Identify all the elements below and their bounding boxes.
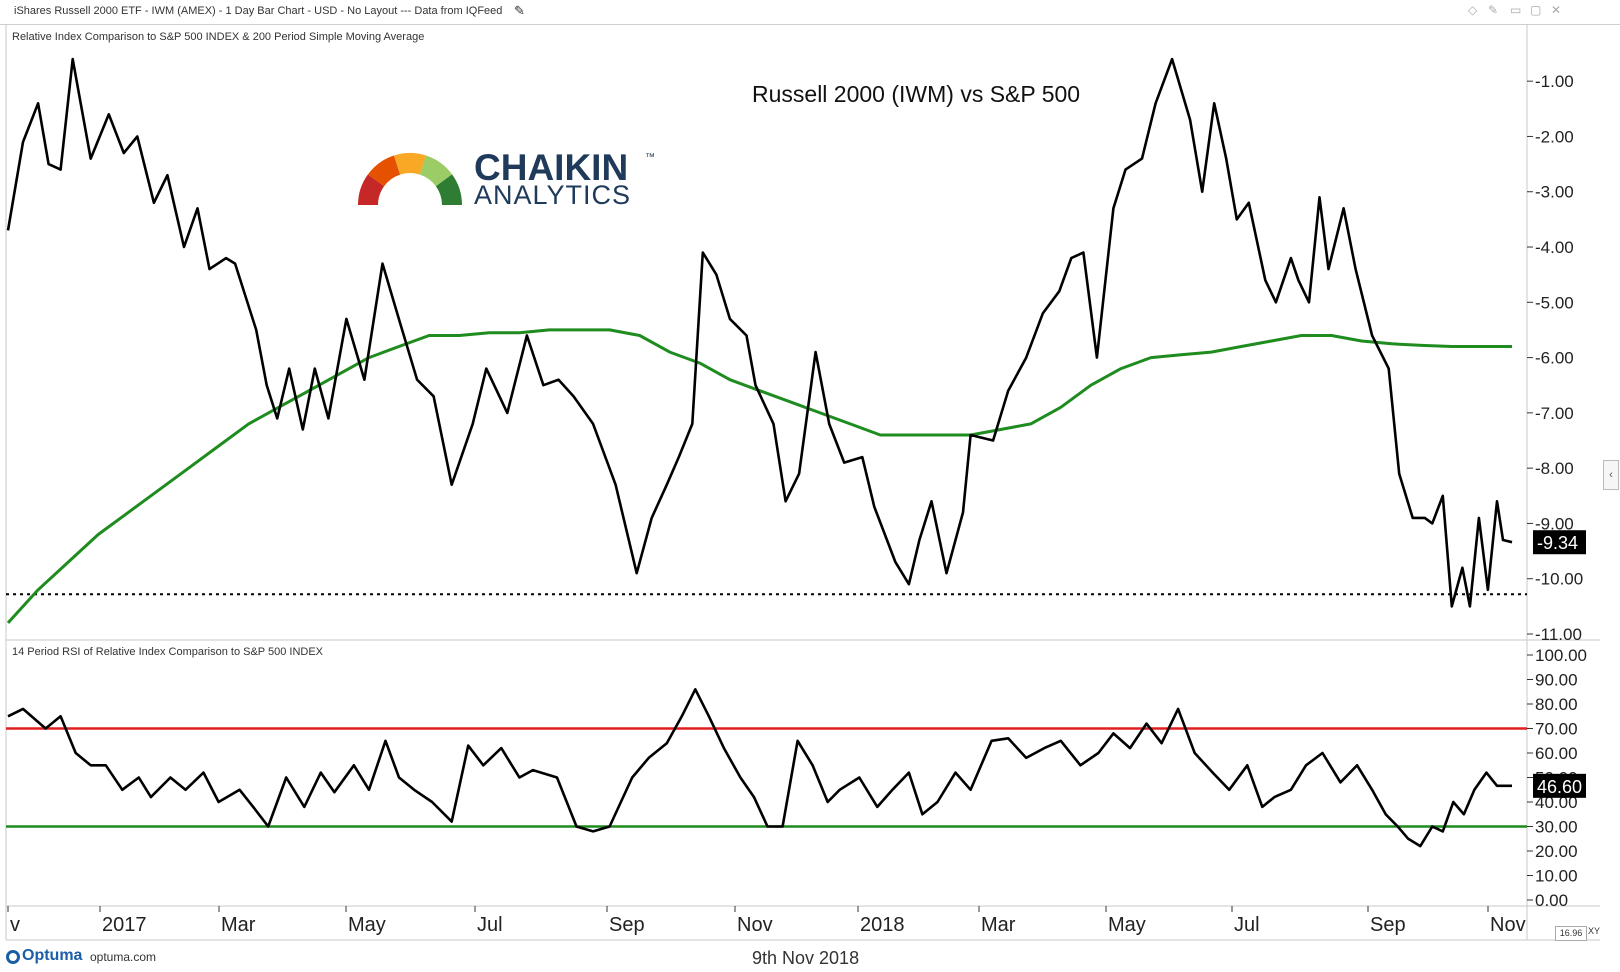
y-tick-label: -5.00	[1535, 293, 1574, 312]
maximize-icon[interactable]: ▢	[1530, 3, 1542, 17]
x-tick-label: Nov	[737, 914, 773, 936]
y-tick-label: 60.00	[1535, 744, 1578, 763]
close-icon[interactable]: ✕	[1551, 3, 1562, 17]
y-tick-label: -8.00	[1535, 459, 1574, 478]
optuma-brand: Optuma	[22, 947, 83, 964]
y-tick-label: -11.00	[1535, 625, 1582, 644]
chevron-left-icon[interactable]: ‹	[1603, 460, 1619, 490]
diamond-icon[interactable]: ◇	[1468, 3, 1478, 17]
last-value-box	[1533, 530, 1586, 555]
last-value-label: -9.34	[1537, 533, 1578, 553]
logo-arc-segment	[393, 153, 427, 175]
x-tick-label: Mar	[981, 914, 1016, 936]
y-tick-label: 20.00	[1535, 842, 1578, 861]
zoom-level[interactable]: 16.96	[1555, 926, 1587, 941]
logo-text-analytics: ANALYTICS	[474, 180, 631, 210]
series-line	[7, 687, 1512, 848]
logo-trademark: ™	[645, 152, 655, 163]
last-value-label: 46.60	[1537, 777, 1582, 797]
series-line	[6, 57, 1513, 608]
logo-arc-segment	[435, 174, 462, 205]
y-tick-label: 100.00	[1535, 646, 1587, 665]
optuma-ring-icon	[6, 950, 20, 964]
y-tick-label: -6.00	[1535, 349, 1574, 368]
y-tick-label: -9.00	[1535, 514, 1574, 533]
sma-line	[6, 328, 1512, 624]
window-title: iShares Russell 2000 ETF - IWM (AMEX) - …	[14, 5, 503, 17]
y-tick-label: 80.00	[1535, 695, 1578, 714]
y-tick-label: 0.00	[1535, 891, 1568, 910]
optuma-site-link[interactable]: optuma.com	[90, 950, 157, 964]
y-tick-label: 90.00	[1535, 671, 1578, 690]
y-tick-label: 10.00	[1535, 867, 1578, 886]
xy-toggle[interactable]: XY	[1588, 926, 1601, 936]
y-tick-label: -3.00	[1535, 183, 1574, 202]
lower-plot-area	[6, 687, 1527, 848]
upper-plot-area	[6, 57, 1527, 624]
x-axis: v 2017 Mar May Jul Sep Nov 2018 Mar May Jul Sep Nov	[7, 906, 1526, 936]
pencil-icon[interactable]: ✎	[514, 3, 525, 18]
y-tick-label: -4.00	[1535, 238, 1574, 257]
logo-arc-segment	[419, 155, 453, 187]
upper-y-axis: -1.00 -2.00 -3.00 -4.00 -5.00 -6.00 -7.00 -8.00…	[1527, 72, 1586, 644]
x-tick-label: Sep	[1370, 914, 1406, 936]
x-tick-label: Mar	[221, 914, 256, 936]
logo-arc-segment	[358, 174, 385, 205]
y-tick-label: 30.00	[1535, 818, 1578, 837]
minimize-icon[interactable]: ▭	[1510, 3, 1522, 17]
y-tick-label: 70.00	[1535, 720, 1578, 739]
x-tick-label: Jul	[477, 914, 503, 936]
x-tick-label: May	[348, 914, 386, 936]
last-value-box	[1533, 773, 1586, 798]
y-tick-label: -10.00	[1535, 570, 1583, 589]
x-tick-label: Jul	[1234, 914, 1260, 936]
chart-date: 9th Nov 2018	[752, 948, 860, 968]
x-tick-label: Nov	[1490, 914, 1526, 936]
x-tick-label: May	[1108, 914, 1146, 936]
lower-y-axis: 100.0090.0080.0070.0060.0050.0040.0030.0…	[1527, 646, 1587, 910]
lower-chart-subtitle: 14 Period RSI of Relative Index Comparis…	[12, 646, 324, 658]
y-tick-label: -1.00	[1535, 72, 1574, 91]
pin-icon[interactable]: ✎	[1488, 3, 1499, 17]
x-tick-label: v	[10, 914, 20, 936]
x-tick-label: 2018	[860, 914, 905, 936]
y-tick-label: -2.00	[1535, 127, 1574, 146]
logo-text-chaikin: CHAIKIN	[474, 147, 628, 188]
x-tick-label: Sep	[609, 914, 645, 936]
y-tick-label: -7.00	[1535, 404, 1574, 423]
upper-chart-subtitle: Relative Index Comparison to S&P 500 IND…	[12, 31, 424, 43]
chaikin-logo: CHAIKIN ™ ANALYTICS	[358, 147, 655, 210]
optuma-logo: Optuma	[6, 947, 82, 965]
logo-arc-segment	[367, 155, 401, 187]
window-titlebar: iShares Russell 2000 ETF - IWM (AMEX) - …	[0, 0, 1620, 25]
logo-arc-icon	[358, 153, 462, 205]
x-tick-label: 2017	[102, 914, 147, 936]
chart-title: Russell 2000 (IWM) vs S&P 500	[752, 81, 1080, 107]
